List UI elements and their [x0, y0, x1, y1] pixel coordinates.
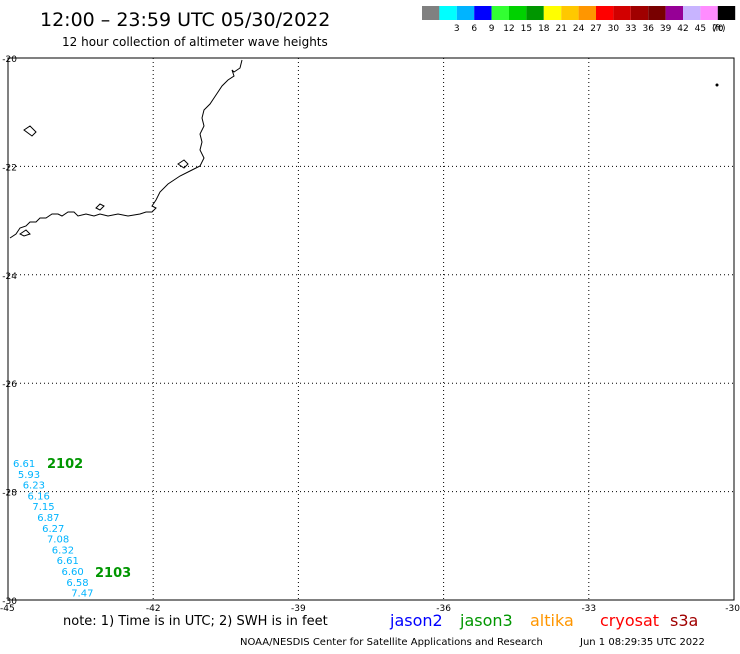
legend-swatch: [561, 6, 579, 20]
swh-value-label: 5.93: [18, 470, 40, 481]
pass-id-label-start: 2102: [47, 457, 83, 472]
swh-value-label: 6.23: [23, 481, 45, 492]
legend-swatch: [717, 6, 736, 20]
legend-swatch-label: 39: [660, 24, 672, 34]
lon-tick-label: -42: [146, 604, 161, 614]
satellite-name-jason2: jason2: [389, 611, 443, 630]
footer-note: note: 1) Time is in UTC; 2) SWH is in fe…: [63, 614, 328, 629]
longitude-tick-labels: -45 -42 -39 -36 -33 -30: [0, 604, 740, 614]
lon-tick-label: -36: [436, 604, 451, 614]
lon-tick-label: -39: [291, 604, 306, 614]
swh-value-label: 6.61: [13, 459, 35, 470]
map-grid: [8, 58, 734, 600]
swh-value-label: 6.27: [42, 524, 64, 535]
page-subtitle: 12 hour collection of altimeter wave hei…: [62, 35, 328, 49]
pass-id-label-end: 2103: [95, 566, 131, 581]
legend-swatch: [613, 6, 631, 20]
swh-value-label: 6.87: [37, 513, 59, 524]
footer-credit: NOAA/NESDIS Center for Satellite Applica…: [240, 637, 543, 648]
lon-tick-label: -33: [581, 604, 596, 614]
satellite-name-jason3: jason3: [459, 611, 513, 630]
swh-value-label: 6.60: [62, 567, 84, 578]
legend-swatch: [422, 6, 440, 20]
legend-swatch-label: 42: [677, 24, 688, 34]
satellite-name-altika: altika: [530, 611, 574, 630]
island-coast-small: [95, 203, 105, 211]
legend-swatch: [509, 6, 527, 20]
satellite-name-legend: jason2 jason3 altika cryosat s3a: [389, 611, 698, 630]
satellite-name-cryosat: cryosat: [600, 611, 659, 630]
legend-swatch-label: 24: [573, 24, 585, 34]
legend-swatch: [543, 6, 562, 20]
swh-value-label: 7.47: [71, 589, 93, 600]
lat-tick-label: -22: [2, 163, 17, 173]
legend-swatch: [491, 6, 509, 20]
legend-swatch: [596, 6, 614, 20]
legend-swatch-label: 21: [555, 24, 566, 34]
legend-swatch: [526, 6, 544, 20]
lat-tick-label: -24: [2, 272, 17, 282]
legend-swatch-label: 27: [590, 24, 601, 34]
legend-swatch-label: 12: [503, 24, 514, 34]
legend-swatch: [665, 6, 683, 20]
coastline-south-america: [9, 59, 243, 239]
legend-swatch-label: 15: [521, 24, 532, 34]
legend-swatch-label: 6: [471, 24, 477, 34]
legend-swatch-label: 30: [608, 24, 620, 34]
page-title: 12:00 – 23:59 UTC 05/30/2022: [40, 9, 330, 31]
lon-tick-label: -45: [0, 604, 15, 614]
lat-tick-label: -20: [2, 55, 17, 65]
legend-swatch: [648, 6, 666, 20]
satellite-name-s3a: s3a: [670, 611, 698, 630]
legend-swatch-label: 3: [454, 24, 460, 34]
lat-tick-label: -26: [2, 380, 17, 390]
lat-tick-label: -30: [2, 597, 17, 607]
satellite-track-values: 6.615.936.236.167.156.876.277.086.326.61…: [13, 459, 93, 600]
latitude-tick-labels: -20 -22 -24 -26 -28 -30: [2, 55, 17, 607]
coastline: [9, 59, 243, 239]
legend-swatch-label: 36: [642, 24, 654, 34]
legend-swatch: [630, 6, 649, 20]
island-coast-west: [19, 229, 31, 237]
legend-swatch-label: 9: [489, 24, 495, 34]
swh-value-label: 6.16: [28, 491, 50, 502]
swh-value-label: 7.08: [47, 535, 69, 546]
legend-swatch: [456, 6, 475, 20]
island-bay: [177, 159, 189, 169]
legend-swatch-label: 33: [625, 24, 636, 34]
map-frame: [7, 57, 735, 601]
swh-value-label: 7.15: [32, 502, 54, 513]
legend-swatch-label: 45: [695, 24, 706, 34]
lat-tick-label: -28: [2, 489, 17, 499]
swh-value-label: 6.58: [66, 578, 88, 589]
legend-unit-label: (ft): [712, 24, 726, 34]
legend-swatch-label: 18: [538, 24, 550, 34]
legend-swatch: [439, 6, 457, 20]
swh-value-label: 6.61: [57, 556, 79, 567]
lon-tick-label: -30: [725, 604, 740, 614]
footer-timestamp: Jun 1 08:29:35 UTC 2022: [579, 637, 705, 648]
legend-swatch: [474, 6, 492, 20]
legend-swatch: [683, 6, 701, 20]
legend-swatch: [700, 6, 718, 20]
legend-swatch-label: 70: [712, 24, 724, 34]
swh-value-label: 6.32: [52, 545, 74, 556]
island-inland-fragment: [23, 125, 37, 137]
island-remote-point: [715, 83, 719, 87]
legend-swatch: [578, 6, 596, 20]
wave-height-color-legend: 3 6 9 12 15 18 21 24 27 30 33 36 39 42 45 70: [422, 6, 736, 34]
